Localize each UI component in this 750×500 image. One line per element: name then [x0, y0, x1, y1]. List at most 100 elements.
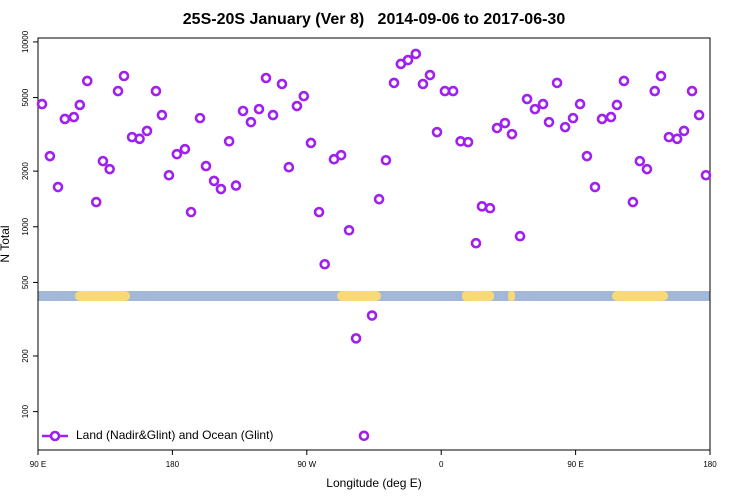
- data-point: [388, 77, 400, 89]
- data-point: [462, 136, 474, 148]
- data-point: [319, 258, 331, 270]
- data-point: [223, 135, 235, 147]
- data-point: [283, 161, 295, 173]
- data-point: [366, 310, 378, 321]
- data-point: [627, 196, 639, 208]
- legend-marker: [49, 430, 61, 442]
- y-tick-label: 1000: [21, 217, 30, 235]
- data-point: [521, 93, 533, 105]
- data-point: [589, 181, 601, 193]
- data-point: [163, 169, 175, 181]
- data-point: [104, 163, 115, 175]
- data-point: [484, 202, 496, 214]
- x-tick-label: 0: [439, 460, 444, 469]
- data-point: [649, 85, 661, 97]
- data-point: [439, 85, 451, 97]
- x-tick-label: 180: [166, 460, 180, 469]
- data-point: [194, 112, 206, 124]
- data-point: [350, 333, 362, 344]
- data-point: [618, 75, 630, 87]
- x-tick-label: 180: [703, 460, 717, 469]
- data-point: [343, 224, 355, 236]
- data-point: [313, 206, 325, 218]
- data-point: [380, 154, 392, 166]
- y-tick-label: 100: [21, 404, 30, 418]
- y-tick-label: 200: [21, 349, 30, 363]
- data-point: [402, 54, 414, 66]
- data-point: [611, 99, 623, 111]
- data-point: [581, 150, 593, 162]
- data-point: [491, 122, 503, 134]
- data-point: [90, 196, 102, 208]
- data-point: [74, 99, 86, 111]
- data-point: [230, 180, 242, 191]
- data-point: [596, 113, 608, 125]
- plot-frame: [37, 37, 711, 451]
- data-point: [298, 90, 310, 102]
- land-ocean-strip: [38, 291, 710, 301]
- y-tick-label: 10000: [21, 30, 30, 53]
- data-point: [543, 116, 555, 128]
- data-point: [655, 70, 667, 82]
- data-point: [574, 98, 586, 110]
- data-point: [529, 103, 541, 115]
- data-point: [358, 430, 370, 442]
- data-point: [245, 116, 257, 128]
- data-point: [447, 85, 459, 97]
- data-point: [678, 125, 690, 137]
- x-axis-label: Longitude (deg E): [326, 476, 421, 490]
- data-point: [686, 85, 698, 97]
- data-point: [567, 112, 579, 124]
- data-point: [335, 149, 347, 161]
- data-point: [476, 201, 488, 212]
- data-point: [156, 109, 168, 121]
- data-point: [424, 69, 436, 81]
- data-point: [417, 78, 429, 90]
- y-axis-label: N Total: [0, 225, 12, 262]
- data-point: [499, 117, 511, 129]
- data-point: [200, 160, 212, 172]
- data-point: [470, 237, 482, 249]
- data-point: [671, 133, 683, 145]
- x-tick-label: 90 W: [297, 460, 316, 469]
- legend-label: Land (Nadir&Glint) and Ocean (Glint): [76, 428, 273, 442]
- data-point: [559, 121, 571, 133]
- data-point: [68, 111, 80, 123]
- data-point: [700, 169, 712, 181]
- data-point: [237, 105, 249, 117]
- data-point: [267, 109, 279, 121]
- data-point: [537, 98, 549, 110]
- x-tick-label: 90 E: [567, 460, 583, 469]
- data-point: [112, 85, 124, 97]
- data-point: [305, 137, 317, 149]
- data-point: [514, 230, 526, 242]
- data-point: [208, 175, 220, 187]
- data-point: [605, 111, 617, 123]
- data-point: [141, 125, 153, 137]
- data-point: [59, 113, 71, 125]
- data-point: [663, 131, 675, 143]
- data-point: [36, 98, 48, 110]
- data-point: [506, 128, 518, 140]
- data-point: [634, 155, 646, 167]
- x-tick-label: 90 E: [30, 460, 46, 469]
- y-tick-label: 500: [21, 275, 30, 289]
- data-point: [52, 181, 64, 193]
- chart-title: 25S-20S January (Ver 8) 2014-09-06 to 20…: [183, 11, 566, 28]
- data-point: [693, 109, 705, 121]
- data-point: [215, 183, 227, 195]
- y-tick-label: 2000: [21, 162, 30, 180]
- data-point: [81, 75, 93, 87]
- data-point: [179, 143, 191, 155]
- data-point: [276, 78, 288, 90]
- data-point: [253, 103, 265, 115]
- data-point: [410, 48, 422, 60]
- data-point: [171, 148, 183, 160]
- y-tick-label: 5000: [21, 88, 30, 106]
- data-point: [118, 70, 130, 82]
- data-point: [260, 72, 272, 84]
- data-point: [551, 77, 563, 89]
- data-point: [185, 206, 197, 218]
- data-point: [150, 85, 162, 97]
